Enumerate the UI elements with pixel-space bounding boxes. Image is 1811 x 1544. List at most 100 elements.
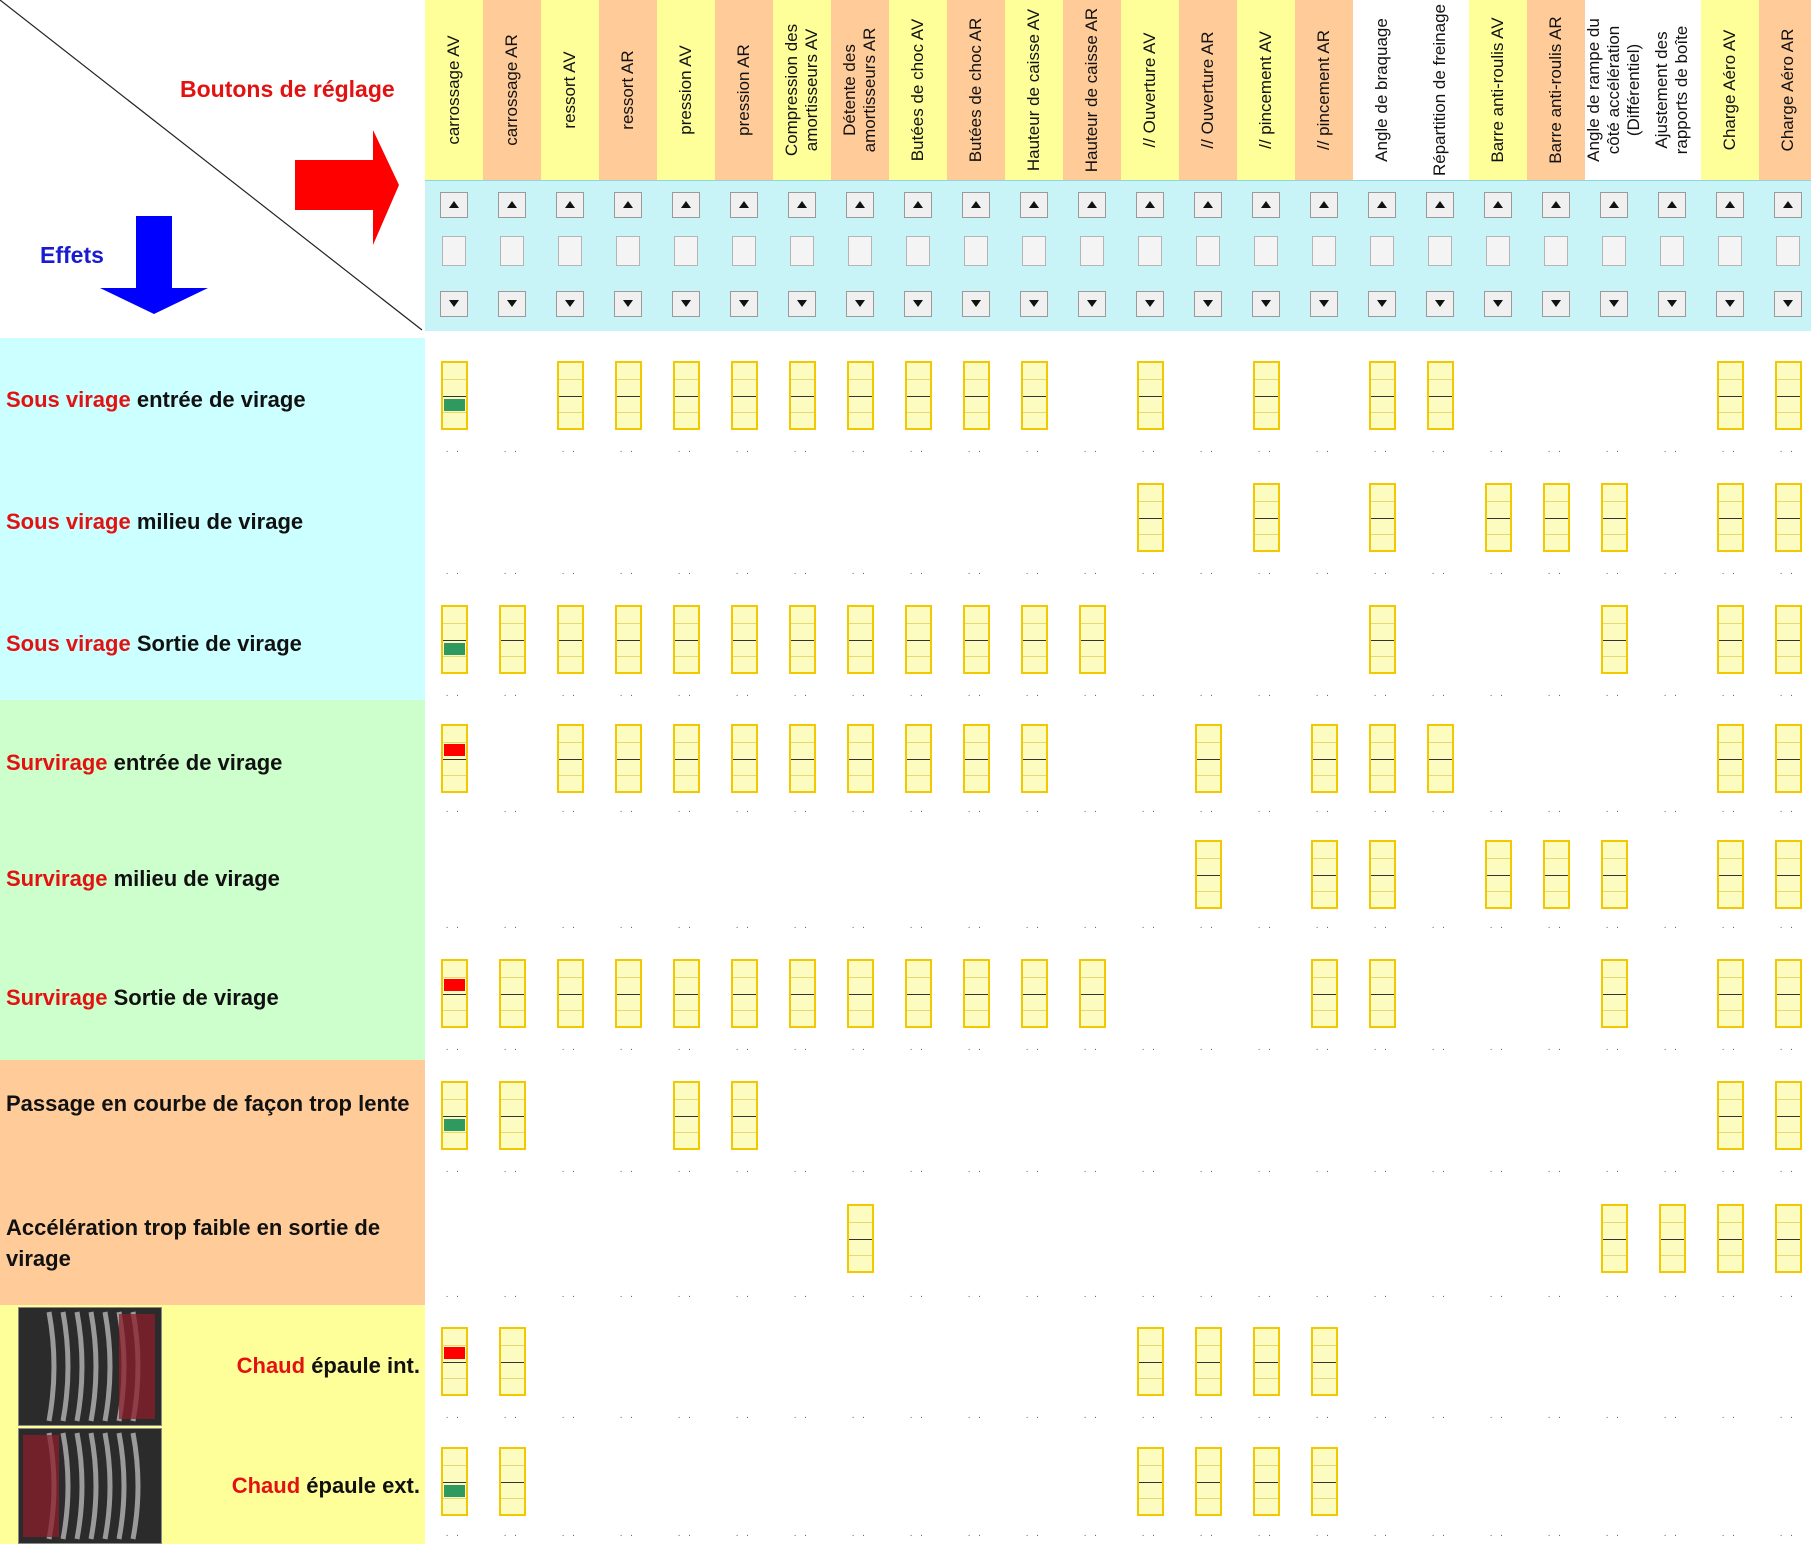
adjust-indicator-box[interactable] (1021, 361, 1048, 430)
spinner-down-button[interactable] (1310, 291, 1338, 317)
setting-spinner[interactable] (1136, 192, 1164, 317)
adjust-indicator-box[interactable] (963, 361, 990, 430)
setting-spinner[interactable] (1252, 192, 1280, 317)
adjust-indicator-box[interactable] (1601, 959, 1628, 1028)
spinner-down-button[interactable] (1078, 291, 1106, 317)
adjust-indicator-box[interactable] (1311, 840, 1338, 909)
spinner-up-button[interactable] (904, 192, 932, 218)
adjust-indicator-box[interactable] (557, 605, 584, 674)
spinner-up-button[interactable] (730, 192, 758, 218)
spinner-thumb[interactable] (848, 236, 872, 266)
adjust-indicator-box[interactable] (441, 1447, 468, 1516)
adjust-indicator-box[interactable] (847, 605, 874, 674)
adjust-indicator-box[interactable] (441, 1081, 468, 1150)
setting-spinner[interactable] (1716, 192, 1744, 317)
spinner-thumb[interactable] (1544, 236, 1568, 266)
adjust-indicator-box[interactable] (963, 605, 990, 674)
adjust-indicator-box[interactable] (499, 1447, 526, 1516)
setting-spinner[interactable] (846, 192, 874, 317)
spinner-up-button[interactable] (1716, 192, 1744, 218)
adjust-indicator-box[interactable] (1369, 483, 1396, 552)
spinner-thumb[interactable] (558, 236, 582, 266)
adjust-indicator-box[interactable] (731, 959, 758, 1028)
setting-spinner[interactable] (1600, 192, 1628, 317)
setting-spinner[interactable] (614, 192, 642, 317)
adjust-indicator-box[interactable] (905, 605, 932, 674)
adjust-indicator-box[interactable] (1601, 483, 1628, 552)
spinner-up-button[interactable] (1136, 192, 1164, 218)
adjust-indicator-box[interactable] (731, 724, 758, 793)
adjust-indicator-box[interactable] (1253, 483, 1280, 552)
adjust-indicator-box[interactable] (905, 361, 932, 430)
adjust-indicator-box[interactable] (1775, 959, 1802, 1028)
adjust-indicator-box[interactable] (1601, 1204, 1628, 1273)
adjust-indicator-box[interactable] (673, 605, 700, 674)
adjust-indicator-box[interactable] (1137, 1327, 1164, 1396)
spinner-down-button[interactable] (1020, 291, 1048, 317)
spinner-thumb[interactable] (1776, 236, 1800, 266)
adjust-indicator-box[interactable] (499, 1081, 526, 1150)
adjust-indicator-box[interactable] (1021, 724, 1048, 793)
spinner-down-button[interactable] (1368, 291, 1396, 317)
adjust-indicator-box[interactable] (847, 959, 874, 1028)
adjust-indicator-box[interactable] (673, 361, 700, 430)
setting-spinner[interactable] (1774, 192, 1802, 317)
adjust-indicator-box[interactable] (789, 361, 816, 430)
setting-spinner[interactable] (1020, 192, 1048, 317)
adjust-indicator-box[interactable] (499, 959, 526, 1028)
adjust-indicator-box[interactable] (615, 605, 642, 674)
spinner-thumb[interactable] (1254, 236, 1278, 266)
spinner-thumb[interactable] (1602, 236, 1626, 266)
spinner-up-button[interactable] (556, 192, 584, 218)
adjust-indicator-box[interactable] (1775, 724, 1802, 793)
spinner-down-button[interactable] (962, 291, 990, 317)
adjust-indicator-box[interactable] (1601, 840, 1628, 909)
spinner-up-button[interactable] (1194, 192, 1222, 218)
adjust-indicator-box[interactable] (441, 724, 468, 793)
spinner-down-button[interactable] (614, 291, 642, 317)
adjust-indicator-box[interactable] (1775, 483, 1802, 552)
adjust-indicator-box[interactable] (1253, 1327, 1280, 1396)
spinner-up-button[interactable] (1426, 192, 1454, 218)
adjust-indicator-box[interactable] (615, 959, 642, 1028)
adjust-indicator-box[interactable] (1311, 1327, 1338, 1396)
adjust-indicator-box[interactable] (499, 1327, 526, 1396)
adjust-indicator-box[interactable] (789, 605, 816, 674)
adjust-indicator-box[interactable] (1775, 361, 1802, 430)
adjust-indicator-box[interactable] (789, 724, 816, 793)
spinner-up-button[interactable] (440, 192, 468, 218)
spinner-up-button[interactable] (1368, 192, 1396, 218)
spinner-up-button[interactable] (788, 192, 816, 218)
setting-spinner[interactable] (1368, 192, 1396, 317)
spinner-up-button[interactable] (1658, 192, 1686, 218)
spinner-thumb[interactable] (964, 236, 988, 266)
adjust-indicator-box[interactable] (1717, 959, 1744, 1028)
spinner-up-button[interactable] (1600, 192, 1628, 218)
setting-spinner[interactable] (440, 192, 468, 317)
spinner-thumb[interactable] (1138, 236, 1162, 266)
adjust-indicator-box[interactable] (441, 605, 468, 674)
adjust-indicator-box[interactable] (1717, 724, 1744, 793)
adjust-indicator-box[interactable] (1195, 840, 1222, 909)
spinner-down-button[interactable] (788, 291, 816, 317)
adjust-indicator-box[interactable] (905, 724, 932, 793)
adjust-indicator-box[interactable] (1775, 1081, 1802, 1150)
spinner-thumb[interactable] (906, 236, 930, 266)
spinner-down-button[interactable] (1716, 291, 1744, 317)
adjust-indicator-box[interactable] (1369, 724, 1396, 793)
setting-spinner[interactable] (1542, 192, 1570, 317)
spinner-up-button[interactable] (672, 192, 700, 218)
spinner-down-button[interactable] (1252, 291, 1280, 317)
spinner-up-button[interactable] (614, 192, 642, 218)
adjust-indicator-box[interactable] (1369, 605, 1396, 674)
setting-spinner[interactable] (672, 192, 700, 317)
adjust-indicator-box[interactable] (905, 959, 932, 1028)
spinner-up-button[interactable] (1310, 192, 1338, 218)
setting-spinner[interactable] (788, 192, 816, 317)
adjust-indicator-box[interactable] (847, 724, 874, 793)
setting-spinner[interactable] (730, 192, 758, 317)
adjust-indicator-box[interactable] (1659, 1204, 1686, 1273)
spinner-down-button[interactable] (1658, 291, 1686, 317)
setting-spinner[interactable] (498, 192, 526, 317)
adjust-indicator-box[interactable] (1717, 840, 1744, 909)
